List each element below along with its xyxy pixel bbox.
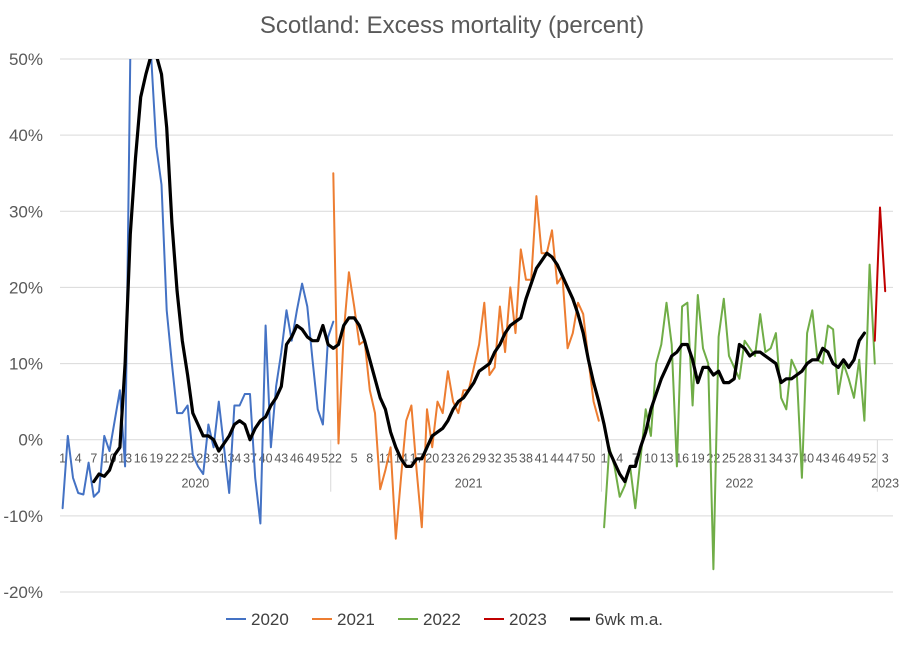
x-week-tick-label: 16 (134, 452, 148, 466)
legend-label: 2022 (423, 610, 461, 629)
x-week-tick-label: 52 (321, 452, 335, 466)
x-week-tick-label: 1 (59, 452, 66, 466)
x-week-tick-label: 49 (306, 452, 320, 466)
x-week-tick-label: 19 (691, 452, 705, 466)
y-tick-label: 10% (9, 355, 43, 374)
x-week-tick-label: 5 (351, 452, 358, 466)
x-year-label: 2023 (871, 477, 899, 491)
series-line-2020 (61, 59, 335, 525)
legend-item: 2021 (312, 610, 375, 629)
x-week-tick-label: 52 (863, 452, 877, 466)
x-year-label: 2020 (181, 477, 209, 491)
legend-label: 2020 (251, 610, 289, 629)
x-week-tick-label: 25 (722, 452, 736, 466)
x-week-tick-label: 16 (675, 452, 689, 466)
x-week-tick-label: 31 (212, 452, 226, 466)
x-year-label: 2021 (455, 477, 483, 491)
x-week-tick-label: 10 (644, 452, 658, 466)
x-week-tick-label: 28 (738, 452, 752, 466)
x-week-tick-label: 13 (660, 452, 674, 466)
x-week-tick-label: 1 (601, 452, 608, 466)
x-week-tick-label: 23 (441, 452, 455, 466)
x-week-tick-label: 38 (519, 452, 533, 466)
x-week-tick-label: 22 (165, 452, 179, 466)
y-tick-label: 40% (9, 126, 43, 145)
x-week-tick-label: 3 (882, 452, 889, 466)
x-week-tick-label: 22 (706, 452, 720, 466)
x-week-tick-label: 2 (335, 452, 342, 466)
axes: 50%40%30%20%10%0%-10%-20%1 4 7 10 13 16 19 22 25… (3, 50, 899, 602)
x-week-tick-label: 49 (847, 452, 861, 466)
x-week-tick-label: 28 (196, 452, 210, 466)
x-week-tick-label: 7 (90, 452, 97, 466)
legend: 2020 2021 2022 2023 6wk m.a. (226, 610, 663, 629)
x-week-tick-label: 37 (785, 452, 799, 466)
x-week-tick-label: 47 (566, 452, 580, 466)
x-week-tick-label: 32 (488, 452, 502, 466)
x-week-tick-label: 41 (535, 452, 549, 466)
x-week-tick-label: 4 (75, 452, 82, 466)
legend-item: 2022 (398, 610, 461, 629)
x-week-tick-label: 46 (290, 452, 304, 466)
chart-title: Scotland: Excess mortality (percent) (260, 12, 644, 39)
x-year-label: 2022 (726, 477, 754, 491)
x-week-tick-label: 31 (753, 452, 767, 466)
x-week-tick-label: 34 (769, 452, 783, 466)
x-week-tick-label: 7 (632, 452, 639, 466)
x-week-tick-label: 35 (503, 452, 517, 466)
x-week-tick-label: 43 (274, 452, 288, 466)
x-week-tick-label: 8 (366, 452, 373, 466)
legend-label: 2023 (509, 610, 547, 629)
x-week-tick-label: 29 (472, 452, 486, 466)
series-line-2022 (603, 263, 876, 571)
x-week-tick-label: 43 (816, 452, 830, 466)
y-tick-label: 30% (9, 202, 43, 221)
series-lines (61, 59, 887, 571)
y-tick-label: 50% (9, 50, 43, 69)
x-week-tick-label: 25 (181, 452, 195, 466)
y-tick-label: -20% (3, 583, 43, 602)
x-week-tick-label: 40 (259, 452, 273, 466)
series-line-6wk-m-a- (92, 59, 867, 484)
x-week-tick-label: 4 (616, 452, 623, 466)
y-tick-label: 20% (9, 278, 43, 297)
y-tick-label: -10% (3, 507, 43, 526)
x-week-tick-label: 19 (149, 452, 163, 466)
x-week-tick-label: 20 (425, 452, 439, 466)
legend-item: 2020 (226, 610, 289, 629)
legend-label: 6wk m.a. (595, 610, 663, 629)
legend-item: 2023 (484, 610, 547, 629)
gridlines (60, 58, 893, 593)
series-line-2023 (873, 206, 887, 342)
legend-label: 2021 (337, 610, 375, 629)
x-week-tick-label: 26 (457, 452, 471, 466)
x-week-tick-label: 44 (550, 452, 564, 466)
x-week-tick-label: 34 (227, 452, 241, 466)
x-week-tick-label: 46 (831, 452, 845, 466)
series-line-2021 (332, 172, 600, 540)
legend-item: 6wk m.a. (570, 610, 663, 629)
y-tick-label: 0% (18, 431, 43, 450)
x-week-tick-label: 50 (581, 452, 595, 466)
